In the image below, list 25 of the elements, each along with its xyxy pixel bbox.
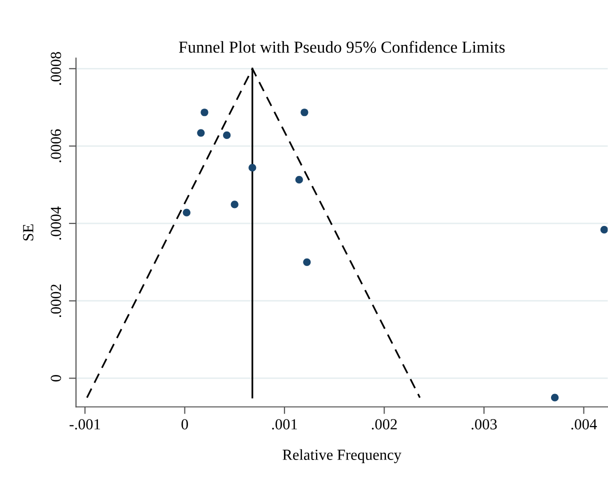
point — [223, 131, 231, 140]
point — [197, 129, 205, 137]
y-tick-label: .0002 — [50, 284, 62, 318]
y-tick-label: .0004 — [50, 206, 62, 240]
x-tick-label: .003 — [472, 419, 497, 430]
point — [230, 200, 238, 208]
chart-title: Funnel Plot with Pseudo 95% Confidence Limits — [178, 40, 505, 53]
x-tick-label: -.001 — [70, 419, 100, 430]
y-tick-label: .0008 — [50, 52, 62, 85]
x-axis-title: Relative Frequency — [282, 449, 402, 464]
point — [600, 226, 608, 234]
y-tick-label: .0006 — [50, 129, 62, 162]
x-tick-label: .004 — [571, 419, 597, 430]
x-tick-label: 0 — [181, 419, 188, 430]
point — [551, 394, 559, 402]
point — [295, 176, 303, 184]
y-axis-title: SE — [23, 224, 34, 240]
x-tick-label: .001 — [272, 419, 297, 430]
point — [303, 258, 311, 266]
y-tick-label: 0 — [50, 375, 62, 382]
x-tick-label: .002 — [372, 419, 397, 430]
point — [200, 108, 208, 116]
point — [248, 164, 256, 172]
point — [182, 208, 190, 216]
point — [300, 108, 308, 116]
